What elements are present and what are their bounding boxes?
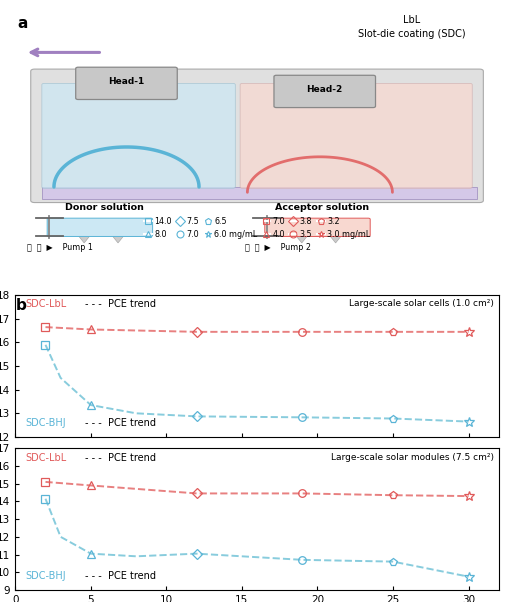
Text: ⏻  ⏸  ▶    Pump 1: ⏻ ⏸ ▶ Pump 1 (27, 243, 93, 252)
FancyBboxPatch shape (47, 218, 153, 237)
Text: Head-1: Head-1 (108, 77, 145, 86)
FancyBboxPatch shape (240, 83, 472, 188)
FancyBboxPatch shape (274, 75, 376, 108)
FancyBboxPatch shape (31, 69, 484, 202)
Text: - - -  PCE trend: - - - PCE trend (86, 571, 156, 582)
Text: Acceptor solution: Acceptor solution (275, 203, 370, 212)
Text: Large-scale solar cells (1.0 cm²): Large-scale solar cells (1.0 cm²) (349, 299, 494, 308)
Text: SDC-BHJ: SDC-BHJ (25, 571, 66, 582)
FancyBboxPatch shape (42, 83, 235, 188)
Bar (42, 187, 477, 199)
Polygon shape (330, 235, 342, 243)
Text: SDC-LbL: SDC-LbL (25, 453, 66, 462)
Text: a: a (18, 16, 28, 31)
Text: b: b (15, 298, 26, 313)
Text: LbL
Slot-die coating (SDC): LbL Slot-die coating (SDC) (358, 14, 466, 39)
Polygon shape (112, 235, 124, 243)
FancyBboxPatch shape (265, 218, 370, 237)
Legend: 14.0, 8.0, 7.5, 7.0, 6.5, 6.0 mg/mL, 7.0, 4.0, 3.8, 3.5, 3.2, 3.0 mg/mL: 14.0, 8.0, 7.5, 7.0, 6.5, 6.0 mg/mL, 7.0… (144, 217, 371, 239)
FancyBboxPatch shape (76, 67, 177, 99)
Text: SDC-BHJ: SDC-BHJ (25, 418, 66, 429)
Text: - - -  PCE trend: - - - PCE trend (86, 299, 156, 309)
Text: Large-scale solar modules (7.5 cm²): Large-scale solar modules (7.5 cm²) (331, 453, 494, 462)
Polygon shape (78, 235, 90, 243)
Text: ⏻  ⏸  ▶    Pump 2: ⏻ ⏸ ▶ Pump 2 (245, 243, 311, 252)
Text: Donor solution: Donor solution (65, 203, 144, 212)
Text: - - -  PCE trend: - - - PCE trend (86, 418, 156, 429)
Text: Head-2: Head-2 (306, 85, 343, 94)
Text: SDC-LbL: SDC-LbL (25, 299, 66, 309)
Polygon shape (296, 235, 308, 243)
Text: - - -  PCE trend: - - - PCE trend (86, 453, 156, 462)
